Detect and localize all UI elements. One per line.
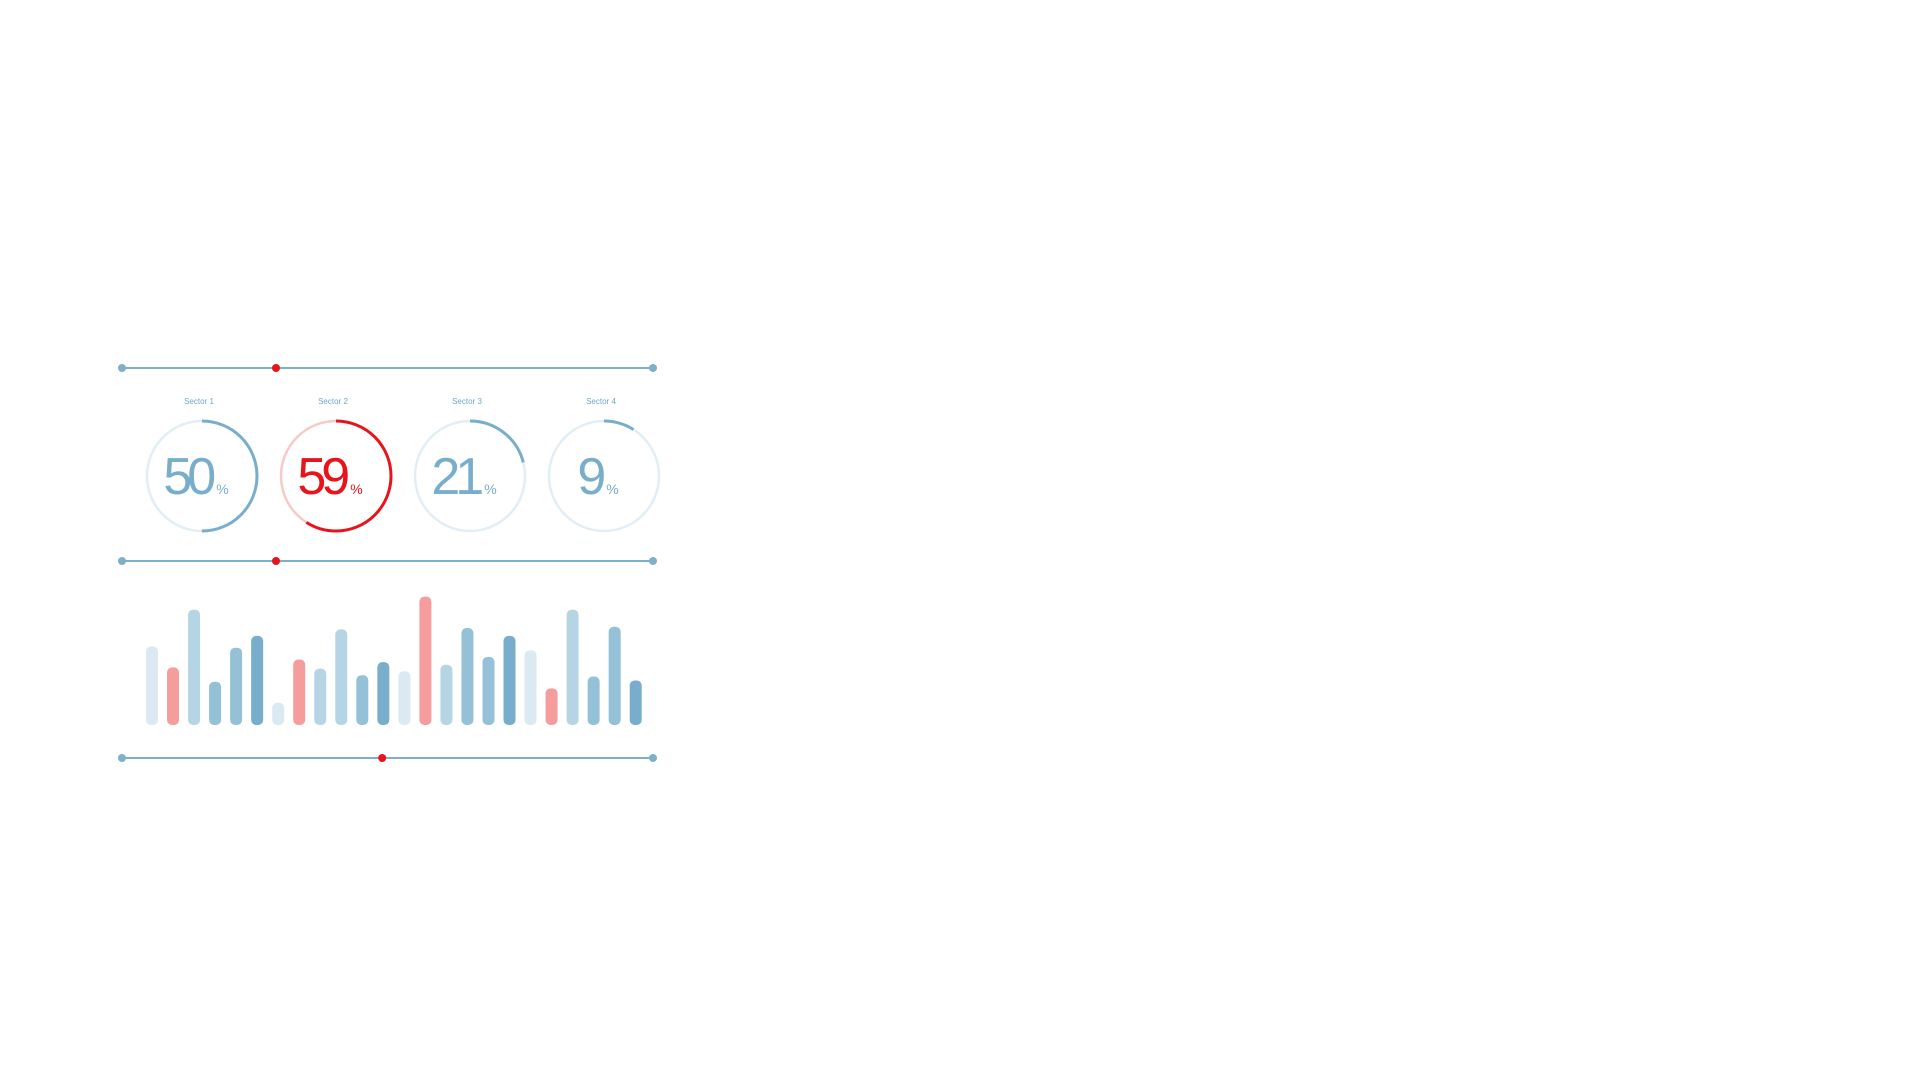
bar-7: [272, 702, 285, 725]
bar-6: [251, 635, 264, 725]
gauge-value: 9%: [577, 448, 618, 506]
sector-label: Sector 1: [184, 397, 214, 406]
gauge-percent-number: 9: [577, 448, 604, 506]
bar-18: [503, 635, 516, 725]
sector-label: Sector 3: [452, 397, 482, 406]
gauge-percent-number: 59: [297, 448, 348, 506]
gauge-value: 50%: [163, 448, 228, 506]
slider-end-dot: [649, 364, 657, 372]
bar-4: [209, 681, 222, 725]
bar-19: [524, 650, 537, 725]
gauge-sector-4: Sector 4 9%: [547, 397, 661, 533]
sector-gauges: Sector 150 %Sector 259 %Sector 321 %Sector …: [145, 397, 661, 533]
bar-14: [419, 596, 432, 725]
gauge-percent-sign: %: [606, 481, 618, 497]
gauge-value: 59%: [297, 448, 362, 506]
slider-1[interactable]: [118, 364, 657, 372]
bar-23: [608, 626, 621, 725]
gauge-percent-number: 21: [431, 448, 482, 506]
gauge-sector-3: Sector 3 21%: [413, 397, 527, 533]
gauge-percent-sign: %: [216, 481, 228, 497]
bar-9: [314, 668, 327, 725]
bar-20: [545, 688, 558, 725]
sector-label: Sector 2: [318, 397, 348, 406]
slider-lines: [118, 364, 657, 762]
gauge-progress-arc: [547, 419, 661, 533]
gauge-progress-arc: [279, 419, 393, 533]
bar-3: [188, 609, 201, 725]
bar-17: [482, 656, 495, 725]
slider-end-dot: [118, 364, 126, 372]
bar-2: [167, 667, 180, 725]
bar-16: [461, 628, 474, 725]
bar-13: [398, 671, 411, 725]
bar-1: [146, 646, 158, 725]
bar-5: [230, 647, 243, 725]
bar-10: [335, 629, 348, 725]
gauge-percent-sign: %: [350, 481, 362, 497]
slider-marker[interactable]: [271, 364, 280, 372]
slider-marker[interactable]: [271, 557, 280, 565]
gauge-progress-arc: [145, 419, 259, 533]
bar-15: [440, 664, 453, 725]
gauge-sector-1: Sector 1 50%: [145, 397, 259, 533]
bar-11: [356, 675, 369, 725]
bar-chart: [146, 596, 642, 725]
gauge-value: 21%: [431, 448, 496, 506]
slider-marker[interactable]: [378, 754, 387, 762]
gauge-percent-sign: %: [484, 481, 496, 497]
slider-end-dot: [118, 754, 126, 762]
bar-8: [293, 659, 306, 725]
gauge-track: [547, 419, 661, 533]
gauge-sector-2: Sector 2 59%: [279, 397, 393, 533]
gauge-percent-number: 50: [163, 448, 214, 506]
slider-end-dot: [649, 557, 657, 565]
slider-2[interactable]: [118, 557, 657, 565]
sector-label: Sector 4: [586, 397, 616, 406]
gauge-progress-arc: [413, 419, 527, 533]
slider-end-dot: [649, 754, 657, 762]
bar-21: [566, 609, 579, 725]
slider-3[interactable]: [118, 754, 657, 762]
bar-12: [377, 662, 390, 725]
slider-end-dot: [118, 557, 126, 565]
bar-24: [629, 680, 642, 725]
bar-22: [587, 676, 600, 725]
